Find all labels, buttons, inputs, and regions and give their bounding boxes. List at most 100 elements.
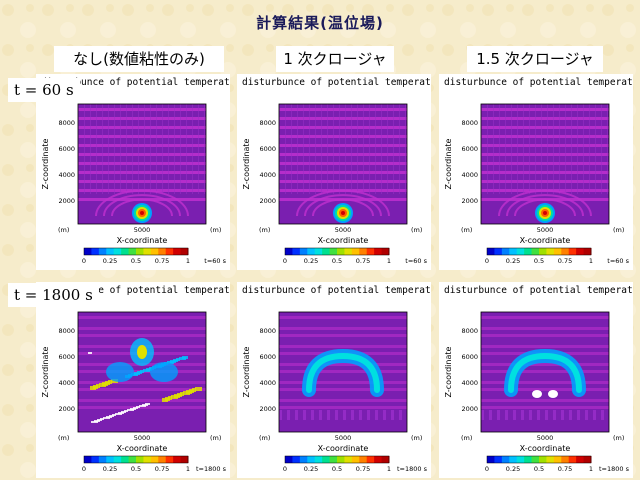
y-axis-label: Z-coordinate [242,346,251,397]
thermal-bubble [543,211,547,215]
x-axis-label: X-coordinate [520,444,571,453]
plot-frame [278,103,408,225]
field-texture [405,104,406,194]
field-arc [95,189,189,217]
field-band [279,406,407,409]
field-band [481,162,609,165]
y-axis-label: Z-coordinate [444,138,453,189]
field-band [279,363,407,366]
colorbar-segment [583,248,592,255]
field-band [78,135,206,138]
field-texture [577,104,578,194]
field-band [481,144,609,147]
field-texture [561,410,564,420]
x-unit-label-right: (m) [411,434,422,442]
field-texture [545,410,548,420]
colorbar-segment [314,248,323,255]
field-arc [506,194,584,217]
colorbar-segment [553,456,562,463]
colorbar-tick-label: 0.25 [103,465,117,473]
colorbar-segment [165,248,174,255]
colorbar-segment [84,248,92,255]
colorbar-tick-label: 0.5 [534,257,544,265]
colorbar-segment [299,248,308,255]
colorbar-segment [509,248,518,255]
field-texture [291,104,292,194]
field-arc [111,198,173,217]
field-arc [304,194,382,217]
colorbar-segment [91,456,100,463]
y-tick-label: 2000 [259,197,276,205]
field-band [279,381,407,384]
colorbar-segment [337,248,345,255]
colorbar-tick-label: 0.5 [534,465,544,473]
field-texture [593,410,596,420]
x-unit-label: (m) [461,226,472,234]
x-unit-label: (m) [259,226,270,234]
field-texture [343,410,346,420]
colorbar-tick-label: 0.75 [558,257,572,265]
field-texture [96,104,97,194]
panel-title: disturbunce of potential temperature [444,285,633,296]
field-band [481,153,609,156]
colorbar-tick-label: 1 [387,465,391,473]
y-tick-label: 2000 [461,405,478,413]
field-texture [487,104,488,194]
colorbar-segment [366,248,375,255]
panel-t1800-no-closure: disturbunce of potential temperature Z-co… [36,282,230,478]
field-band [481,135,609,138]
colorbar-frame [83,247,189,256]
column-header-first-order: 1 次クロージャ [276,46,394,72]
colorbar-tick-label: 0 [82,257,86,265]
colorbar-segment [359,248,368,255]
field-band [279,399,407,402]
field-arc [103,194,181,217]
x-tick-label: 5000 [537,226,554,234]
field-texture [375,104,376,194]
x-unit-label: (m) [259,434,270,442]
plume-fragment [168,396,172,400]
field-texture [156,104,157,194]
field-band [279,180,407,183]
panel-title: disturbunce of potential temperature [41,285,230,296]
colorbar-frame [284,247,390,256]
colorbar-segment [344,456,353,463]
field-texture [505,410,508,420]
field-band [78,316,206,319]
x-unit-label: (m) [461,434,472,442]
plume-fragment [96,384,100,388]
field-texture [90,104,91,194]
colorbar-segment [121,456,130,463]
field-arc [296,189,390,217]
x-unit-label-right: (m) [613,434,624,442]
plume-fragment [145,403,150,405]
field-band [78,126,206,129]
field-texture [351,104,352,194]
field-band [481,327,609,330]
colorbar-segment [374,248,383,255]
field-band [78,406,206,409]
time-label-60s: t = 60 s [8,78,80,102]
mushroom-cap-core [306,352,380,393]
mushroom-cap-core [508,352,582,393]
plume-fragment [108,380,112,384]
colorbar-segment [539,456,547,463]
colorbar-segment [561,248,570,255]
field-band [481,171,609,174]
colorbar-segment [351,456,360,463]
field-band [481,334,609,337]
x-tick-label: 5000 [134,226,151,234]
colorbar-segment [576,456,585,463]
field-band [78,144,206,147]
colorbar-segment [98,248,107,255]
colorbar-segment [546,456,555,463]
colorbar-segment [359,456,368,463]
plume-fragment [140,370,144,373]
field-texture [537,410,540,420]
field-texture [547,104,548,194]
field-texture [571,104,572,194]
column-header-no-closure: なし(数値粘性のみ) [54,46,224,72]
colorbar-segment [374,456,383,463]
plume-fragment [182,356,188,359]
field-band [279,316,407,319]
